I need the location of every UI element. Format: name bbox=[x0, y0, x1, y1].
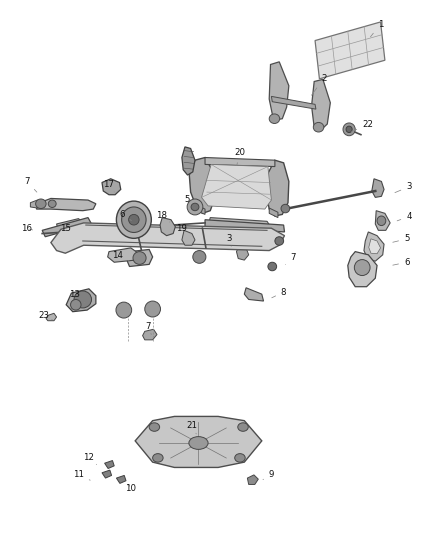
Polygon shape bbox=[182, 230, 195, 245]
Polygon shape bbox=[372, 179, 384, 197]
Text: 12: 12 bbox=[82, 454, 96, 464]
Polygon shape bbox=[127, 249, 152, 266]
Polygon shape bbox=[269, 62, 289, 120]
Polygon shape bbox=[108, 248, 138, 262]
Text: 7: 7 bbox=[24, 177, 37, 192]
Text: 2: 2 bbox=[311, 74, 327, 95]
Ellipse shape bbox=[346, 126, 352, 133]
Text: 19: 19 bbox=[177, 224, 191, 234]
Ellipse shape bbox=[268, 262, 277, 271]
Polygon shape bbox=[102, 179, 121, 195]
Polygon shape bbox=[135, 416, 262, 467]
Ellipse shape bbox=[35, 199, 46, 208]
Polygon shape bbox=[189, 158, 215, 213]
Polygon shape bbox=[247, 475, 258, 484]
Polygon shape bbox=[315, 22, 385, 79]
Ellipse shape bbox=[275, 237, 284, 245]
Ellipse shape bbox=[129, 214, 139, 225]
Polygon shape bbox=[244, 288, 264, 301]
Polygon shape bbox=[272, 96, 316, 109]
Text: 22: 22 bbox=[351, 119, 373, 132]
Text: 6: 6 bbox=[393, 258, 410, 266]
Text: 8: 8 bbox=[272, 287, 286, 298]
Text: 5: 5 bbox=[185, 195, 195, 208]
Text: 3: 3 bbox=[395, 182, 412, 192]
Text: 23: 23 bbox=[38, 311, 52, 320]
Polygon shape bbox=[196, 205, 205, 214]
Text: 10: 10 bbox=[125, 484, 136, 493]
Polygon shape bbox=[30, 200, 40, 208]
Polygon shape bbox=[102, 470, 112, 478]
Polygon shape bbox=[160, 217, 175, 236]
Ellipse shape bbox=[71, 300, 81, 310]
Ellipse shape bbox=[238, 423, 248, 431]
Ellipse shape bbox=[377, 216, 386, 225]
Polygon shape bbox=[269, 208, 278, 217]
Ellipse shape bbox=[145, 301, 160, 317]
Text: 14: 14 bbox=[112, 252, 130, 261]
Polygon shape bbox=[36, 198, 96, 211]
Polygon shape bbox=[364, 232, 384, 261]
Text: 21: 21 bbox=[187, 422, 198, 434]
Polygon shape bbox=[205, 220, 285, 232]
Ellipse shape bbox=[354, 260, 370, 276]
Text: 18: 18 bbox=[156, 212, 170, 222]
Text: 4: 4 bbox=[397, 212, 412, 221]
Polygon shape bbox=[66, 289, 96, 312]
Polygon shape bbox=[105, 461, 114, 469]
Ellipse shape bbox=[187, 199, 203, 215]
Text: 3: 3 bbox=[227, 235, 232, 246]
Text: 5: 5 bbox=[393, 235, 410, 244]
Ellipse shape bbox=[117, 201, 151, 238]
Text: 13: 13 bbox=[68, 289, 85, 303]
Polygon shape bbox=[369, 239, 381, 254]
Polygon shape bbox=[57, 219, 85, 228]
Ellipse shape bbox=[116, 302, 132, 318]
Text: 1: 1 bbox=[371, 20, 383, 37]
Text: 16: 16 bbox=[21, 224, 32, 233]
Polygon shape bbox=[42, 217, 92, 237]
Ellipse shape bbox=[281, 204, 290, 213]
Polygon shape bbox=[237, 244, 249, 260]
Polygon shape bbox=[46, 313, 57, 321]
Ellipse shape bbox=[74, 291, 92, 308]
Text: 6: 6 bbox=[119, 210, 131, 221]
Text: 15: 15 bbox=[60, 224, 71, 233]
Ellipse shape bbox=[193, 251, 206, 263]
Polygon shape bbox=[266, 160, 289, 216]
Polygon shape bbox=[51, 223, 285, 253]
Polygon shape bbox=[205, 158, 275, 166]
Polygon shape bbox=[348, 252, 377, 287]
Polygon shape bbox=[201, 165, 272, 209]
Ellipse shape bbox=[313, 123, 324, 132]
Ellipse shape bbox=[343, 123, 355, 136]
Ellipse shape bbox=[149, 423, 159, 431]
Ellipse shape bbox=[269, 114, 280, 124]
Polygon shape bbox=[375, 211, 390, 230]
Ellipse shape bbox=[191, 203, 199, 211]
Polygon shape bbox=[182, 147, 195, 175]
Ellipse shape bbox=[189, 437, 208, 449]
Text: 7: 7 bbox=[286, 254, 296, 264]
Text: 20: 20 bbox=[234, 148, 245, 165]
Text: 7: 7 bbox=[145, 321, 151, 335]
Ellipse shape bbox=[235, 454, 245, 462]
Polygon shape bbox=[117, 475, 126, 483]
Text: 9: 9 bbox=[263, 471, 274, 480]
Polygon shape bbox=[311, 79, 330, 130]
Ellipse shape bbox=[152, 454, 163, 462]
Ellipse shape bbox=[122, 207, 146, 232]
Polygon shape bbox=[209, 217, 271, 227]
Text: 17: 17 bbox=[103, 180, 114, 192]
Ellipse shape bbox=[133, 252, 146, 264]
Polygon shape bbox=[143, 329, 157, 340]
Ellipse shape bbox=[48, 200, 56, 207]
Text: 11: 11 bbox=[73, 471, 90, 480]
